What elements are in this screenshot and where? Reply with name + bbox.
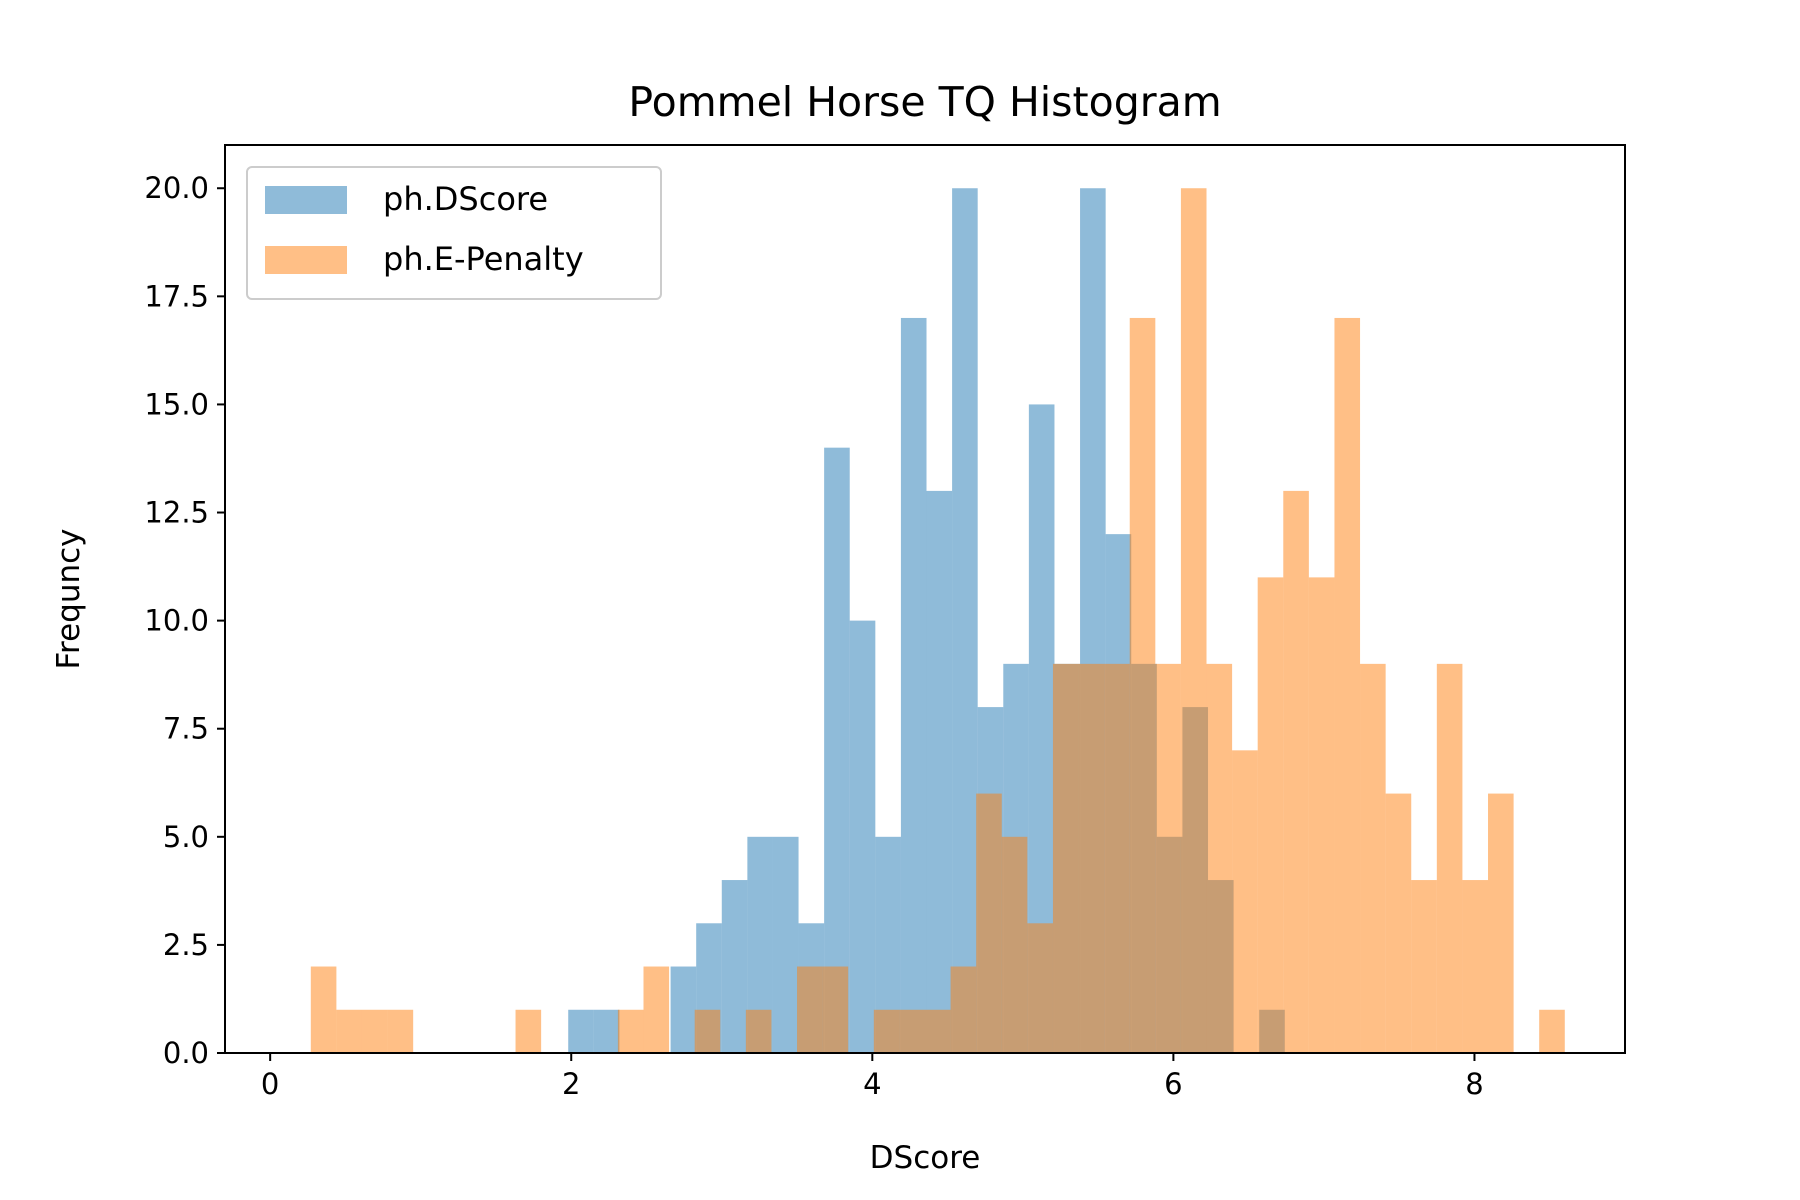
x-axis-title: DScore — [870, 1140, 981, 1176]
histogram-bar — [926, 490, 953, 1053]
histogram-bar — [336, 1009, 362, 1053]
histogram-bar — [1488, 793, 1514, 1053]
y-tick-label: 0.0 — [163, 1036, 209, 1070]
y-tick-label: 2.5 — [163, 928, 209, 962]
histogram-bar — [1206, 663, 1233, 1053]
histogram-bar — [1129, 317, 1156, 1053]
legend-label: ph.DScore — [383, 180, 548, 218]
x-tick-label: 0 — [261, 1067, 279, 1101]
histogram-bar — [1232, 750, 1258, 1053]
histogram-bar — [694, 1009, 721, 1053]
histogram-bar — [822, 966, 849, 1053]
legend-swatch — [265, 246, 347, 274]
x-tick-label: 2 — [562, 1067, 580, 1101]
histogram-bar — [976, 793, 1002, 1053]
y-axis-title: Frequncy — [51, 528, 87, 669]
legend: ph.DScore ph.E-Penalty — [246, 166, 662, 300]
bars-layer — [310, 188, 1565, 1054]
y-tick-label: 15.0 — [144, 387, 209, 421]
legend-label: ph.E-Penalty — [383, 240, 584, 278]
histogram-bar — [873, 1009, 900, 1053]
histogram-bar — [387, 1009, 414, 1053]
histogram-bar — [670, 966, 697, 1053]
histogram-bar — [568, 1009, 594, 1053]
histogram-bar — [1078, 663, 1105, 1053]
plot-frame — [224, 144, 1626, 1054]
y-tick-label: 5.0 — [163, 820, 209, 854]
histogram-bar — [1462, 880, 1489, 1053]
histogram-bar — [1155, 663, 1181, 1053]
histogram-bar — [1539, 1009, 1565, 1053]
y-axis: 0.0 2.5 5.0 7.5 10.0 12.5 15.0 17.5 20.0 — [144, 171, 225, 1070]
histogram-bar — [1283, 490, 1309, 1053]
x-tick-label: 6 — [1164, 1067, 1182, 1101]
histogram-bar — [1360, 663, 1386, 1053]
histogram-bar — [1001, 836, 1028, 1053]
x-tick-label: 8 — [1465, 1067, 1483, 1101]
histogram-bar — [952, 188, 978, 1053]
y-tick-label: 20.0 — [144, 171, 209, 205]
histogram-bar — [745, 1009, 772, 1053]
histogram-bar — [643, 966, 670, 1053]
y-tick-label: 10.0 — [144, 604, 209, 638]
histogram-bar — [797, 966, 823, 1053]
y-tick-label: 12.5 — [144, 496, 209, 530]
histogram-bar — [310, 966, 337, 1053]
histogram-bar — [617, 1009, 644, 1053]
series-2-bars — [310, 188, 1565, 1053]
histogram-bar — [824, 447, 850, 1054]
legend-box — [246, 166, 662, 300]
histogram-bar — [1411, 880, 1437, 1053]
histogram-bar — [1334, 317, 1361, 1053]
histogram-bar — [593, 1009, 620, 1053]
legend-swatch — [265, 186, 347, 214]
histogram-bar — [515, 1009, 542, 1053]
histogram-bar — [1385, 793, 1412, 1053]
histogram-bar — [849, 620, 876, 1053]
x-tick-label: 4 — [863, 1067, 881, 1101]
histogram-bar — [1052, 663, 1079, 1053]
histogram-bar — [1308, 577, 1335, 1053]
histogram-bar — [950, 966, 977, 1053]
histogram-bar — [721, 880, 748, 1053]
histogram-bar — [900, 317, 927, 1053]
histogram-bar — [1436, 663, 1463, 1053]
y-tick-label: 17.5 — [144, 279, 209, 313]
histogram-bar — [899, 1009, 925, 1053]
histogram-bar — [361, 1009, 388, 1053]
histogram-bar — [925, 1009, 951, 1053]
histogram-bar — [772, 836, 799, 1053]
chart-title: Pommel Horse TQ Histogram — [628, 78, 1221, 126]
histogram-bar — [1180, 188, 1207, 1053]
histogram-bar — [1257, 577, 1284, 1053]
histogram-bar — [1104, 663, 1130, 1053]
y-tick-label: 7.5 — [163, 712, 209, 746]
histogram-bar — [1027, 923, 1053, 1053]
x-axis: 0 2 4 6 8 — [261, 1053, 1484, 1101]
